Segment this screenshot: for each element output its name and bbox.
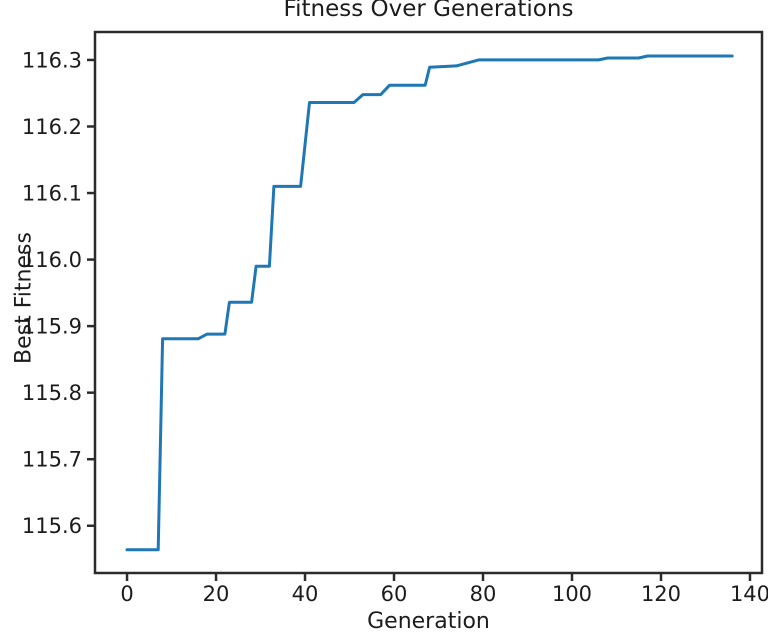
x-axis-label: Generation: [367, 609, 490, 634]
y-tick-label: 115.8: [22, 381, 82, 405]
x-tick-label: 80: [470, 582, 497, 606]
y-tick-label: 116.3: [22, 48, 82, 72]
x-tick-label: 120: [641, 582, 681, 606]
fitness-line: [125, 54, 734, 552]
y-tick-label: 115.6: [22, 514, 82, 538]
x-tick-label: 140: [730, 582, 768, 606]
y-tick-label: 115.9: [22, 314, 82, 338]
y-tick-label: 115.7: [22, 448, 82, 472]
x-tick-label: 0: [120, 582, 133, 606]
x-tick-label: 100: [552, 582, 592, 606]
x-tick-label: 40: [292, 582, 319, 606]
y-tick-label: 116.0: [22, 248, 82, 272]
y-tick-label: 116.1: [22, 181, 82, 205]
plot-border: [93, 30, 764, 575]
y-tick-label: 116.2: [22, 115, 82, 139]
x-tick-label: 60: [381, 582, 408, 606]
y-axis-label: Best Fitness: [11, 232, 37, 364]
chart-title: Fitness Over Generations: [283, 0, 574, 22]
x-tick-label: 20: [203, 582, 230, 606]
